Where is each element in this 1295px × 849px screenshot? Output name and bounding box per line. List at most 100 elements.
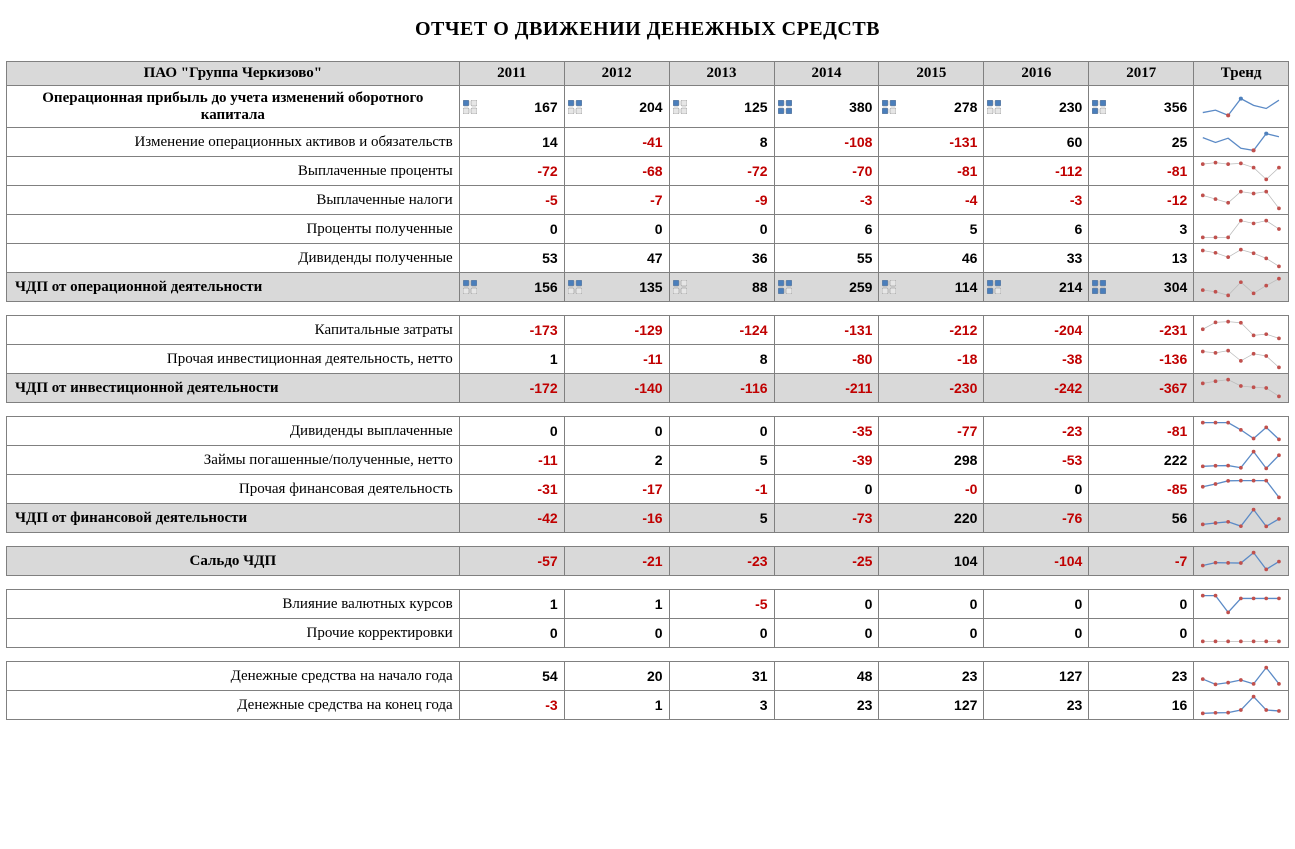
value-cell: -140	[564, 374, 669, 403]
value-cell: 0	[669, 215, 774, 244]
value-cell: -112	[984, 157, 1089, 186]
value-cell: 214	[984, 273, 1089, 302]
year-header: 2014	[774, 62, 879, 86]
value-cell: 156	[459, 273, 564, 302]
rank-icon	[987, 100, 1001, 114]
trend-cell	[1194, 374, 1289, 403]
value-cell: -17	[564, 475, 669, 504]
value-cell: 0	[669, 417, 774, 446]
value-cell: 304	[1089, 273, 1194, 302]
value-cell: 0	[669, 619, 774, 648]
value-cell: -129	[564, 316, 669, 345]
value-cell: -81	[879, 157, 984, 186]
table-row: Проценты полученные0006563	[7, 215, 1289, 244]
value-cell: -242	[984, 374, 1089, 403]
value-cell: 53	[459, 244, 564, 273]
value-cell: -108	[774, 128, 879, 157]
value-cell: 0	[564, 619, 669, 648]
year-header: 2012	[564, 62, 669, 86]
value-cell: -21	[564, 547, 669, 576]
value-cell: -11	[459, 446, 564, 475]
rank-icon	[463, 280, 477, 294]
row-label: Прочие корректировки	[7, 619, 460, 648]
row-label: Займы погашенные/полученные, нетто	[7, 446, 460, 475]
row-label: Прочая финансовая деятельность	[7, 475, 460, 504]
value-cell: 0	[564, 417, 669, 446]
value-cell: -3	[774, 186, 879, 215]
row-label: Капитальные затраты	[7, 316, 460, 345]
value-cell: 88	[669, 273, 774, 302]
value-cell: -57	[459, 547, 564, 576]
value-cell: 2	[564, 446, 669, 475]
value-cell: -68	[564, 157, 669, 186]
year-header: 2013	[669, 62, 774, 86]
value-cell: 135	[564, 273, 669, 302]
sparkline	[1200, 664, 1282, 688]
trend-cell	[1194, 475, 1289, 504]
value-cell: 356	[1089, 86, 1194, 128]
row-label: Денежные средства на начало года	[7, 662, 460, 691]
value-cell: -172	[459, 374, 564, 403]
trend-cell	[1194, 417, 1289, 446]
value-cell: 380	[774, 86, 879, 128]
value-cell: -31	[459, 475, 564, 504]
value-cell: 60	[984, 128, 1089, 157]
year-header: 2011	[459, 62, 564, 86]
value-cell: 222	[1089, 446, 1194, 475]
cashflow-table: ПАО "Группа Черкизово" 2011 2012 2013 20…	[6, 61, 1289, 720]
gap-row	[7, 648, 1289, 662]
value-cell: -81	[1089, 417, 1194, 446]
value-cell: -70	[774, 157, 879, 186]
table-row: ЧДП от финансовой деятельности-42-165-73…	[7, 504, 1289, 533]
value-cell: -11	[564, 345, 669, 374]
value-cell: 0	[459, 215, 564, 244]
row-label: Выплаченные проценты	[7, 157, 460, 186]
value-cell: 6	[774, 215, 879, 244]
value-cell: -25	[774, 547, 879, 576]
company-header: ПАО "Группа Черкизово"	[7, 62, 460, 86]
value-cell: 36	[669, 244, 774, 273]
value-cell: 0	[1089, 590, 1194, 619]
value-cell: -23	[984, 417, 1089, 446]
trend-header: Тренд	[1194, 62, 1289, 86]
sparkline	[1200, 506, 1282, 530]
row-label: Денежные средства на конец года	[7, 691, 460, 720]
value-cell: 1	[459, 590, 564, 619]
rank-icon	[882, 100, 896, 114]
sparkline	[1200, 448, 1282, 472]
value-cell: -85	[1089, 475, 1194, 504]
value-cell: 3	[669, 691, 774, 720]
trend-cell	[1194, 86, 1289, 128]
value-cell: 33	[984, 244, 1089, 273]
row-label: Выплаченные налоги	[7, 186, 460, 215]
value-cell: 23	[774, 691, 879, 720]
table-row: Операционная прибыль до учета изменений …	[7, 86, 1289, 128]
row-label: ЧДП от инвестиционной деятельности	[7, 374, 460, 403]
value-cell: 6	[984, 215, 1089, 244]
trend-cell	[1194, 215, 1289, 244]
value-cell: -211	[774, 374, 879, 403]
rank-icon	[987, 280, 1001, 294]
row-label: Изменение операционных активов и обязате…	[7, 128, 460, 157]
row-label: ЧДП от финансовой деятельности	[7, 504, 460, 533]
sparkline	[1200, 477, 1282, 501]
value-cell: -73	[774, 504, 879, 533]
value-cell: -212	[879, 316, 984, 345]
value-cell: 114	[879, 273, 984, 302]
value-cell: -42	[459, 504, 564, 533]
table-row: Выплаченные проценты-72-68-72-70-81-112-…	[7, 157, 1289, 186]
sparkline	[1200, 188, 1282, 212]
value-cell: -35	[774, 417, 879, 446]
value-cell: 14	[459, 128, 564, 157]
trend-cell	[1194, 345, 1289, 374]
rank-icon	[673, 280, 687, 294]
value-cell: -53	[984, 446, 1089, 475]
rank-icon	[778, 280, 792, 294]
rank-icon	[1092, 100, 1106, 114]
table-row: Выплаченные налоги-5-7-9-3-4-3-12	[7, 186, 1289, 215]
value-cell: 23	[984, 691, 1089, 720]
sparkline	[1200, 419, 1282, 443]
table-row: Сальдо ЧДП-57-21-23-25104-104-7	[7, 547, 1289, 576]
trend-cell	[1194, 128, 1289, 157]
value-cell: -5	[669, 590, 774, 619]
